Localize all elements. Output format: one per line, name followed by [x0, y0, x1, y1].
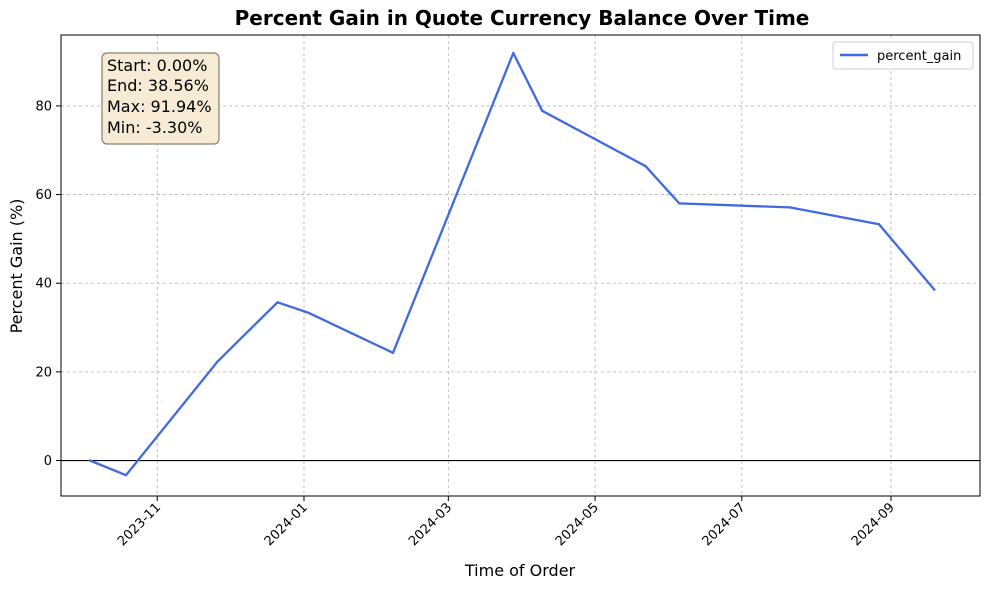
x-tick-label: 2023-11: [115, 500, 164, 549]
y-tick-label: 40: [35, 277, 52, 292]
stats-start: Start: 0.00%: [107, 56, 207, 75]
data-point: [877, 223, 881, 226]
stats-box: Start: 0.00% End: 38.56% Max: 91.94% Min…: [101, 52, 220, 145]
x-axis: 2023-11 2024-01 2024-03 2024-05 2024-07 2024-…: [115, 496, 898, 549]
data-point: [540, 109, 544, 112]
data-point: [307, 311, 310, 315]
y-tick-label: 20: [35, 365, 52, 380]
stats-min: Min: -3.30%: [107, 118, 202, 137]
legend-box: [832, 41, 974, 70]
stats-end: End: 38.56%: [107, 76, 209, 95]
y-tick-label: 0: [44, 454, 52, 469]
plot-frame: [60, 34, 981, 497]
x-tick-label: 2024-07: [700, 500, 749, 549]
x-tick-label: 2024-05: [553, 500, 602, 549]
x-axis-label: Time of Order: [464, 561, 576, 580]
data-point: [678, 202, 681, 205]
y-tick-label: 60: [35, 188, 52, 203]
data-point: [933, 288, 936, 291]
data-point: [788, 206, 792, 209]
data-point: [391, 351, 395, 355]
data-point: [216, 360, 219, 363]
legend-label: percent_gain: [877, 49, 961, 64]
stats-box-background: [101, 52, 220, 145]
chart-title: Percent Gain in Quote Currency Balance O…: [235, 6, 810, 30]
y-tick-label: 80: [35, 99, 52, 114]
x-tick-label: 2024-09: [849, 500, 898, 549]
legend: percent_gain: [832, 41, 974, 70]
data-point: [276, 301, 279, 304]
data-point: [512, 51, 515, 55]
series-layer: [88, 51, 936, 477]
data-point: [124, 473, 128, 477]
grid: [61, 35, 980, 496]
data-point: [88, 459, 92, 462]
x-tick-label: 2024-03: [406, 500, 455, 549]
y-axis-label: Percent Gain (%): [7, 199, 26, 334]
y-axis: 0 20 40 60 80: [35, 99, 61, 469]
stats-max: Max: 91.94%: [107, 97, 212, 116]
x-tick-label: 2024-01: [262, 500, 311, 549]
data-point: [644, 165, 647, 168]
